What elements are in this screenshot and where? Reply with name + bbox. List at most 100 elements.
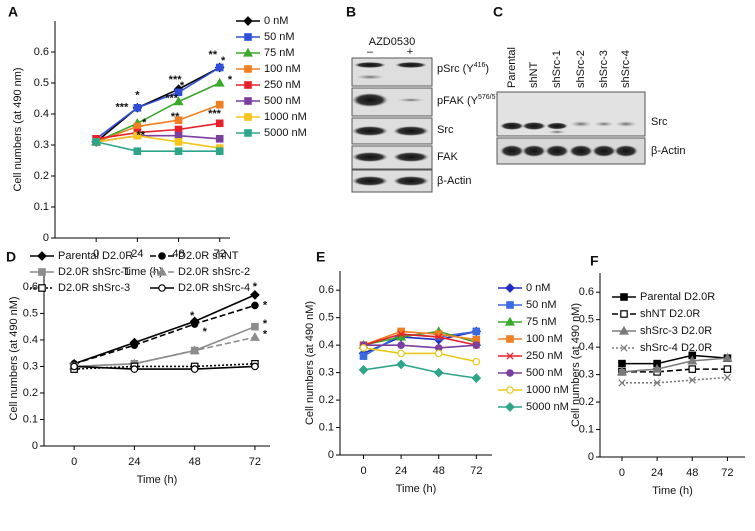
lane-label: shSrc-3 [598, 50, 610, 88]
series-line [621, 376, 728, 384]
blot-strip [496, 91, 646, 137]
legend-label: 500 nM [264, 95, 301, 107]
y-tick-label: 0.1 [23, 413, 38, 425]
marker [620, 344, 628, 352]
marker [158, 252, 166, 260]
annotation: ** [171, 111, 180, 123]
x-tick-label: 24 [651, 467, 663, 479]
legend-label: 50 nM [264, 31, 295, 43]
y-axis-label: Cell numbers (at 490 nM) [570, 303, 582, 427]
legend-label: shNT D2.0R [640, 308, 700, 320]
annotation: * [263, 329, 268, 341]
band [569, 145, 593, 157]
band [397, 98, 425, 102]
annotation: * [142, 117, 147, 129]
annotation: *** [169, 74, 183, 86]
y-tick-label: 0.3 [319, 367, 334, 379]
x-tick-label: 0 [93, 248, 99, 260]
band [570, 121, 592, 127]
legend-label: 75 nM [526, 316, 557, 328]
panel-label: A [8, 4, 18, 20]
marker [244, 65, 252, 73]
marker [433, 367, 444, 378]
lane-label: Parental [506, 47, 518, 88]
band [522, 145, 546, 157]
y-tick-label: 0.1 [319, 421, 334, 433]
x-tick-label: 72 [721, 467, 733, 479]
blot-b: B AZD0530 – + pSrc (Y416) pFAK (Y576/577… [346, 4, 507, 193]
marker [506, 386, 514, 394]
row-label: Src [437, 124, 454, 136]
marker [359, 352, 368, 360]
marker [244, 81, 252, 89]
marker [618, 379, 626, 387]
y-tick-label: 0.6 [319, 284, 334, 296]
y-tick-label: 0.3 [34, 139, 49, 151]
blot-strip [351, 145, 433, 170]
row-label: FAK [437, 151, 458, 163]
y-tick-label: 0 [32, 440, 38, 452]
blot-c: C Parental shNT shSrc-1 shSrc-2 shSrc-3 … [493, 4, 685, 165]
marker [250, 290, 260, 300]
marker [472, 341, 481, 349]
row-label-text: pSrc (Y [437, 63, 474, 75]
band [352, 93, 388, 107]
band [395, 62, 427, 68]
annotation: *** [208, 108, 222, 120]
band [545, 145, 569, 157]
legend-label: 250 nM [264, 79, 301, 91]
blot-strip [351, 57, 433, 87]
row-label-text: ) [485, 63, 489, 75]
lane-label: + [407, 46, 413, 58]
series-line [96, 122, 220, 140]
y-tick-label: 0.2 [23, 387, 38, 399]
row-label: β-Actin [651, 145, 685, 157]
legend-label: shSrc-3 D2.0R [640, 325, 712, 337]
marker [133, 147, 142, 156]
annotation: ** [137, 130, 146, 142]
y-axis-label: Cell numbers (at 490 nM) [8, 296, 20, 420]
marker [174, 138, 183, 146]
marker [189, 345, 200, 355]
marker [244, 129, 252, 137]
series-line [95, 82, 221, 143]
marker [618, 325, 630, 335]
annotation: * [180, 80, 185, 92]
marker [190, 365, 199, 373]
y-tick-label: 0.4 [579, 341, 594, 353]
x-axis-label: Time (h) [137, 474, 178, 486]
y-tick-label: 0.5 [34, 77, 49, 89]
x-tick-label: 0 [360, 465, 366, 477]
marker [620, 310, 628, 318]
marker [506, 352, 514, 360]
legend-label: 1000 nM [264, 111, 307, 123]
y-tick-label: 0 [588, 451, 594, 463]
marker [38, 268, 46, 276]
series-line [74, 336, 256, 368]
x-tick-label: 24 [128, 456, 140, 468]
x-tick-label: 24 [395, 465, 407, 477]
lane-label: shSrc-1 [551, 50, 563, 88]
legend-label: 100 nM [264, 63, 301, 75]
legend-label: 5000 nM [526, 401, 569, 413]
annotation: ** [209, 49, 218, 61]
marker [506, 301, 514, 309]
annotation: *** [115, 102, 129, 114]
marker [505, 402, 515, 412]
marker [397, 349, 405, 358]
marker [190, 320, 199, 328]
y-tick-label: 0.5 [23, 307, 38, 319]
marker [215, 100, 224, 109]
marker [174, 131, 183, 140]
lane-label: shNT [528, 61, 540, 88]
lane-label: – [367, 46, 374, 58]
marker [174, 147, 183, 156]
legend-label: shSrc-4 D2.0R [640, 342, 712, 354]
annotation: * [263, 318, 268, 330]
row-label-text: pFAK (Y [437, 95, 479, 107]
marker [215, 147, 224, 156]
lane-label: shSrc-2 [575, 50, 587, 88]
legend-label: D2.0R shSrc-1 [58, 266, 130, 278]
legend-label: 250 nM [526, 350, 563, 362]
marker [653, 379, 661, 387]
